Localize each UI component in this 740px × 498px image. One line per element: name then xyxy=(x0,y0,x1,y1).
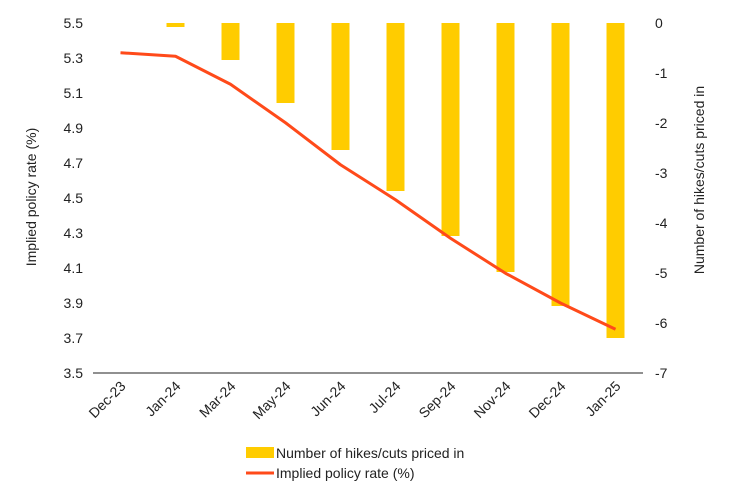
y-tick-label: 4.3 xyxy=(64,225,84,241)
x-tick-label: Jun-24 xyxy=(307,378,349,420)
y2-tick-label: -4 xyxy=(655,215,668,231)
legend-line-label: Implied policy rate (%) xyxy=(276,465,415,481)
y-tick-label: 4.9 xyxy=(64,120,84,136)
x-tick-label: Dec-24 xyxy=(525,378,568,421)
y-tick-label: 5.5 xyxy=(64,15,84,31)
legend-bar-swatch xyxy=(246,447,274,458)
y-tick-label: 3.9 xyxy=(64,295,84,311)
bar xyxy=(167,23,185,27)
x-tick-label: Mar-24 xyxy=(196,378,239,421)
bar xyxy=(222,23,240,60)
x-tick-label: Jan-25 xyxy=(582,378,624,420)
y-axis-label: Implied policy rate (%) xyxy=(23,128,39,267)
bar xyxy=(277,23,295,103)
x-tick-label: May-24 xyxy=(249,378,293,422)
bar xyxy=(497,23,515,272)
x-tick-label: Nov-24 xyxy=(470,378,513,421)
bar xyxy=(442,23,460,236)
y-tick-label: 5.3 xyxy=(64,50,84,66)
x-tick-label: Sep-24 xyxy=(415,378,458,421)
y2-tick-label: 0 xyxy=(655,15,663,31)
x-tick-label: Dec-23 xyxy=(85,378,128,421)
y2-tick-label: -1 xyxy=(655,65,668,81)
bar xyxy=(332,23,350,150)
bar xyxy=(387,23,405,191)
bar xyxy=(552,23,570,306)
y2-tick-label: -7 xyxy=(655,365,668,381)
y-tick-label: 4.5 xyxy=(64,190,84,206)
policy-rate-line xyxy=(121,53,616,330)
y-tick-label: 3.7 xyxy=(64,330,84,346)
y-tick-label: 4.1 xyxy=(64,260,84,276)
y2-tick-label: -5 xyxy=(655,265,668,281)
y2-tick-label: -3 xyxy=(655,165,668,181)
y-tick-label: 5.1 xyxy=(64,85,84,101)
bar xyxy=(607,23,625,338)
x-tick-label: Jul-24 xyxy=(365,378,403,416)
x-tick-label: Jan-24 xyxy=(142,378,184,420)
y-tick-label: 3.5 xyxy=(64,365,84,381)
y-tick-label: 4.7 xyxy=(64,155,84,171)
y2-axis-label: Number of hikes/cuts priced in xyxy=(691,86,707,274)
y2-tick-label: -6 xyxy=(655,315,668,331)
legend-bar-label: Number of hikes/cuts priced in xyxy=(276,445,464,461)
y2-tick-label: -2 xyxy=(655,115,668,131)
legend: Number of hikes/cuts priced in Implied p… xyxy=(246,445,464,481)
